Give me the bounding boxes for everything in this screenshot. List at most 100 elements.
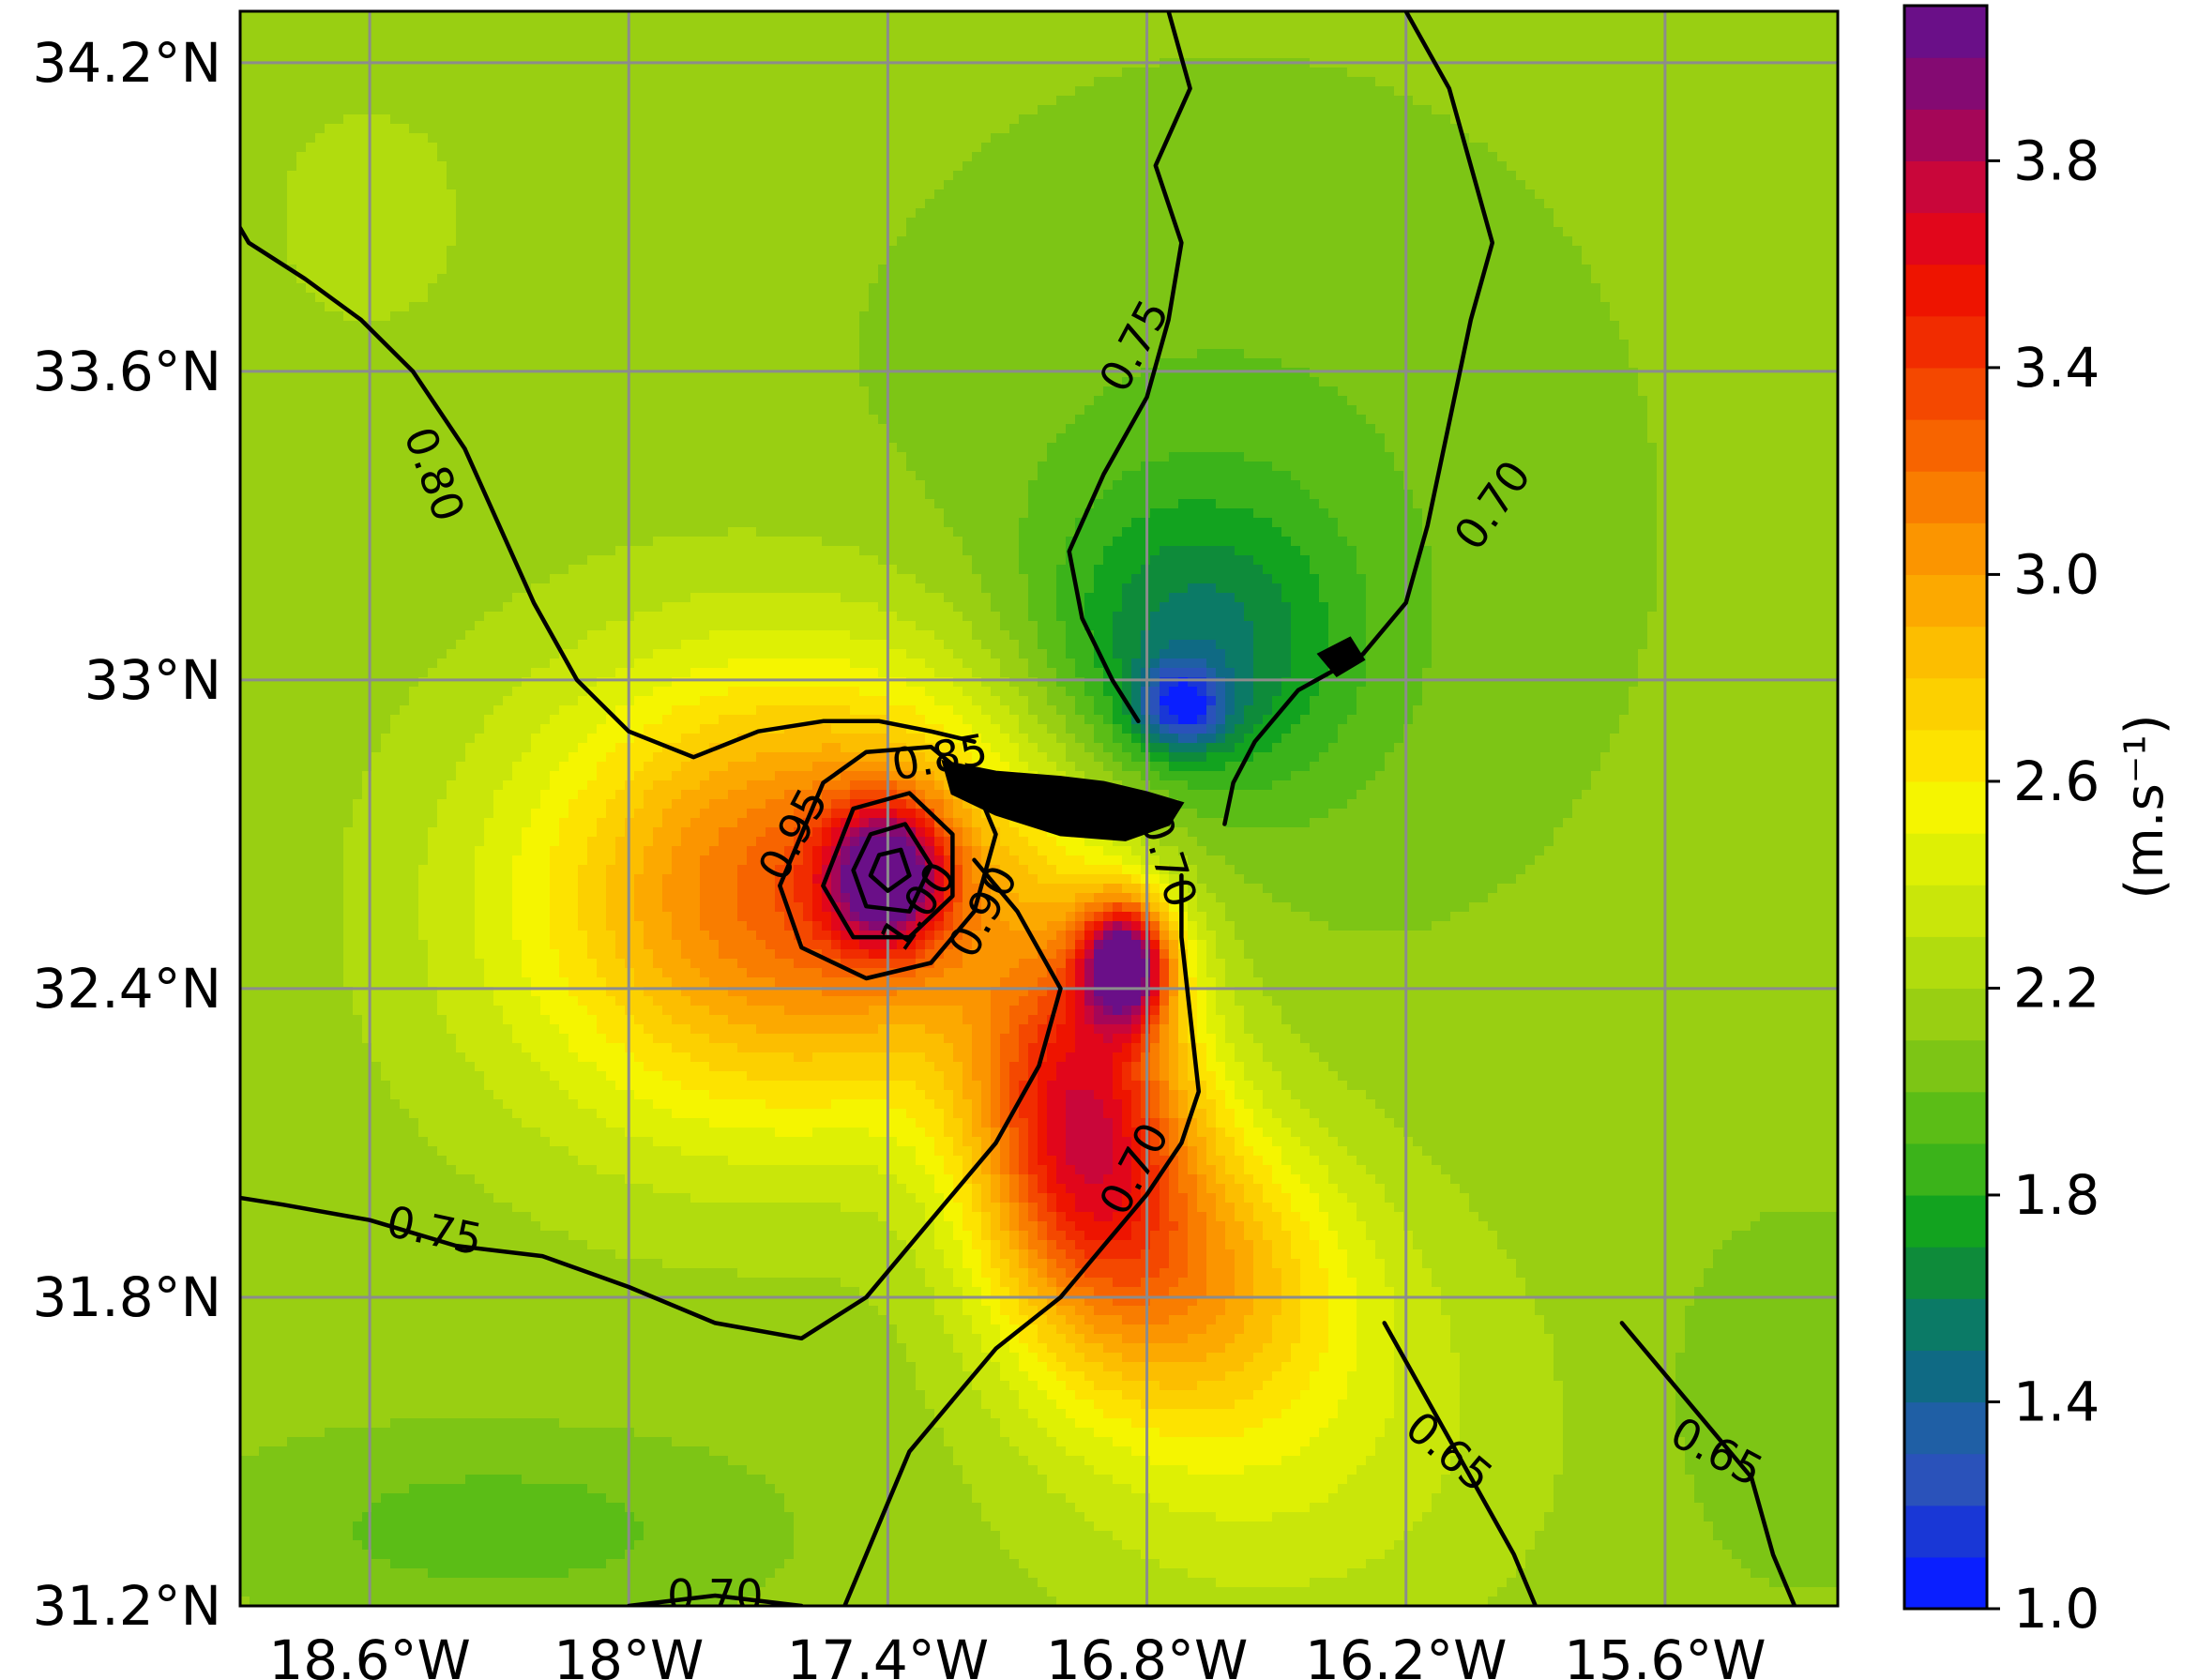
field-cell (916, 265, 926, 275)
field-cell (606, 133, 616, 144)
field-cell (1469, 265, 1479, 275)
field-cell (822, 236, 832, 247)
field-cell (400, 227, 410, 237)
field-cell (1694, 161, 1705, 172)
field-cell (296, 208, 307, 219)
field-cell (653, 218, 663, 228)
field-cell (972, 255, 982, 265)
field-cell (1291, 171, 1301, 181)
field-cell (475, 208, 485, 219)
field-cell (1685, 218, 1695, 228)
field-cell (1582, 218, 1592, 228)
field-cell (1563, 49, 1573, 59)
field-cell (512, 227, 523, 237)
field-cell (925, 143, 935, 153)
field-cell (1244, 21, 1254, 31)
field-cell (1760, 124, 1770, 134)
field-cell (259, 199, 269, 209)
field-cell (1253, 96, 1264, 106)
field-cell (1554, 21, 1564, 31)
field-cell (869, 171, 879, 181)
field-cell (1807, 255, 1817, 265)
field-cell (240, 246, 250, 256)
field-cell (512, 39, 523, 50)
field-cell (1751, 133, 1761, 144)
field-cell (859, 30, 870, 40)
field-cell (1807, 77, 1817, 87)
field-cell (1769, 236, 1780, 247)
field-cell (1084, 49, 1095, 59)
field-cell (1760, 143, 1770, 153)
field-cell (662, 180, 673, 190)
field-cell (1038, 114, 1048, 125)
field-cell (869, 246, 879, 256)
field-cell (240, 30, 250, 40)
field-cell (578, 246, 588, 256)
field-cell (278, 124, 288, 134)
field-cell (400, 161, 410, 172)
field-cell (681, 152, 691, 162)
field-cell (1272, 265, 1282, 275)
field-cell (409, 274, 419, 284)
field-cell (841, 246, 851, 256)
field-cell (268, 21, 279, 31)
field-cell (587, 255, 598, 265)
field-cell (1366, 265, 1376, 275)
field-cell (484, 105, 494, 115)
field-cell (906, 49, 917, 59)
field-cell (1113, 255, 1123, 265)
field-cell (503, 236, 513, 247)
field-cell (1722, 105, 1733, 115)
field-cell (784, 255, 795, 265)
field-cell (278, 49, 288, 59)
field-cell (465, 143, 476, 153)
field-cell (681, 133, 691, 144)
field-cell (1357, 133, 1367, 144)
field-cell (803, 86, 813, 97)
field-cell (1469, 143, 1479, 153)
field-cell (1310, 208, 1320, 219)
field-cell (493, 236, 504, 247)
field-cell (1629, 86, 1639, 97)
field-cell (1347, 133, 1357, 144)
field-cell (812, 133, 823, 144)
field-cell (831, 246, 841, 256)
field-cell (1525, 274, 1536, 284)
field-cell (287, 86, 297, 97)
field-cell (906, 86, 917, 97)
field-cell (784, 218, 795, 228)
field-cell (681, 96, 691, 106)
field-cell (1544, 21, 1554, 31)
field-cell (1038, 105, 1048, 115)
field-cell (1647, 265, 1658, 275)
field-cell (1432, 86, 1442, 97)
field-cell (972, 171, 982, 181)
field-cell (1591, 180, 1601, 190)
field-cell (334, 133, 344, 144)
field-cell (831, 171, 841, 181)
field-cell (1554, 208, 1564, 219)
field-cell (531, 21, 541, 31)
field-cell (1000, 180, 1010, 190)
field-cell (597, 265, 607, 275)
field-cell (1826, 30, 1836, 40)
field-cell (709, 199, 720, 209)
field-cell (869, 255, 879, 265)
field-cell (1272, 255, 1282, 265)
field-cell (587, 77, 598, 87)
field-cell (371, 274, 382, 284)
field-cell (568, 255, 579, 265)
field-cell (1169, 236, 1179, 247)
field-cell (578, 255, 588, 265)
field-cell (934, 86, 945, 97)
field-cell (559, 39, 569, 50)
field-cell (1544, 171, 1554, 181)
field-cell (1056, 11, 1067, 22)
field-cell (1685, 105, 1695, 115)
field-cell (906, 77, 917, 87)
field-cell (690, 274, 701, 284)
field-cell (250, 152, 260, 162)
field-cell (315, 199, 326, 209)
field-cell (934, 77, 945, 87)
field-cell (400, 218, 410, 228)
